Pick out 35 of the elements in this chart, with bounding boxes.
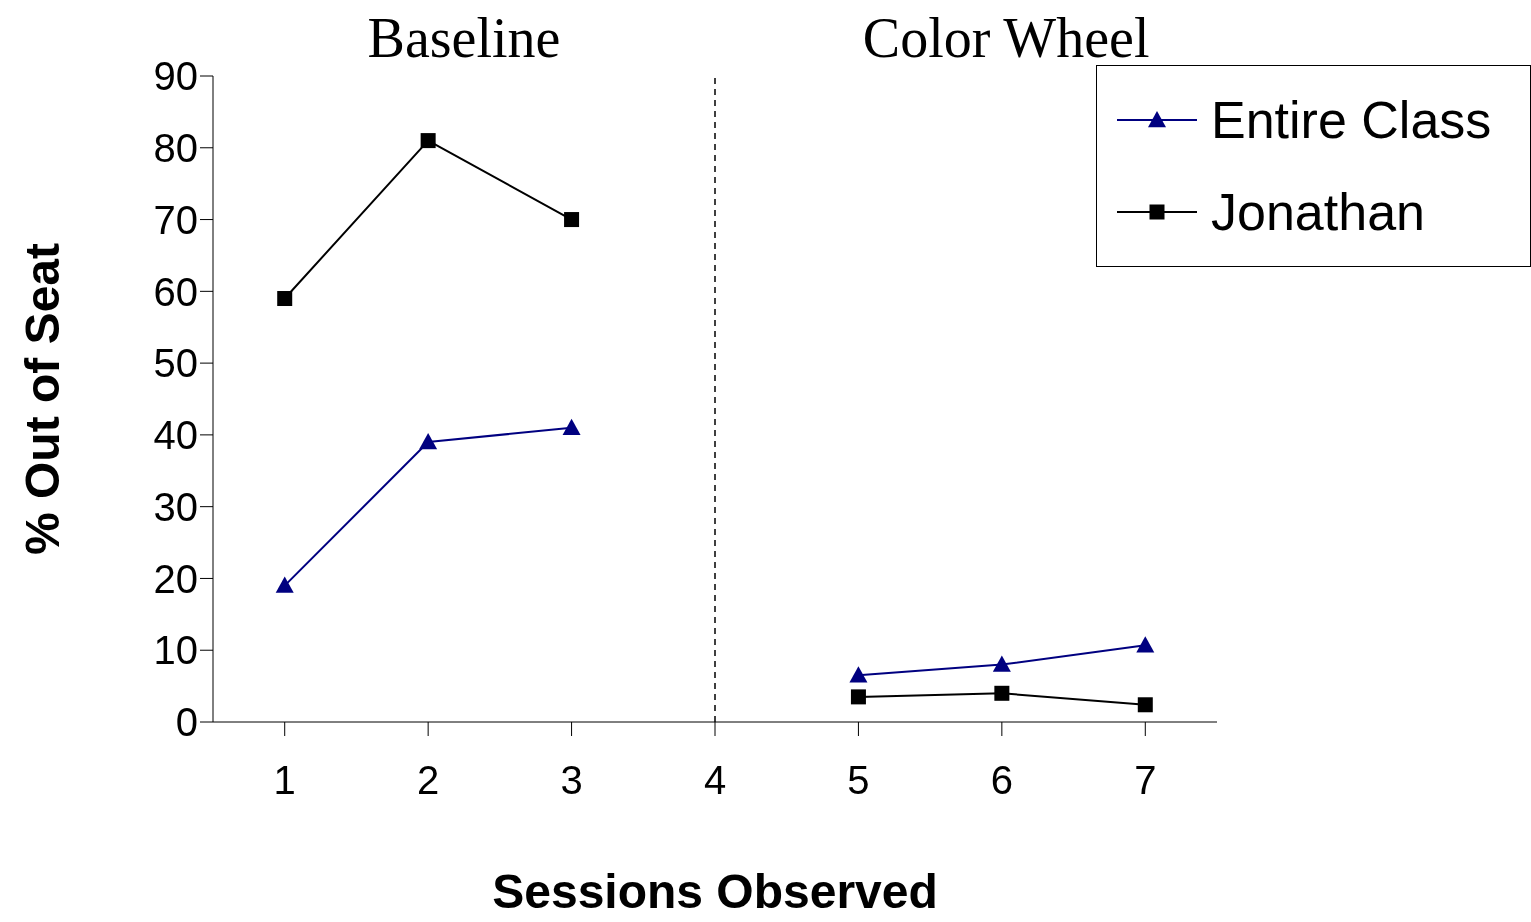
x-tick-label: 7 bbox=[1134, 758, 1157, 803]
x-tick-label: 5 bbox=[847, 758, 870, 803]
text: Color Wheel bbox=[861, 6, 1151, 71]
point bbox=[564, 212, 580, 228]
x-tick-label: 2 bbox=[417, 758, 440, 803]
y-axis-title: % Out of Seat bbox=[16, 242, 70, 556]
x-tick-label: 4 bbox=[703, 758, 727, 803]
point bbox=[1136, 636, 1155, 653]
point bbox=[992, 655, 1011, 672]
legend-label: Entire Class bbox=[1211, 90, 1492, 150]
point bbox=[850, 689, 866, 705]
y-tick-label: 20 bbox=[153, 556, 198, 601]
y-tick-label: 50 bbox=[153, 341, 198, 386]
y-tick-label: 30 bbox=[153, 484, 198, 529]
point bbox=[994, 685, 1010, 701]
x-tick-label: 6 bbox=[990, 758, 1013, 803]
y-tick-label: 0 bbox=[175, 700, 198, 745]
y-tick-label: 90 bbox=[153, 54, 198, 99]
y-tick-label: 80 bbox=[153, 125, 198, 170]
point bbox=[275, 576, 294, 593]
y-tick-label: 10 bbox=[153, 628, 198, 673]
legend-label: Jonathan bbox=[1211, 182, 1425, 242]
point bbox=[1137, 697, 1153, 713]
x-tick-label: 3 bbox=[560, 758, 583, 803]
y-tick-label: 60 bbox=[153, 269, 198, 314]
x-axis-title: Sessions Observed bbox=[492, 865, 938, 918]
point bbox=[420, 133, 436, 149]
y-tick-label: 70 bbox=[153, 197, 198, 242]
point bbox=[849, 666, 868, 683]
y-tick-label: 40 bbox=[153, 413, 198, 458]
point bbox=[562, 418, 581, 435]
point bbox=[419, 433, 438, 450]
point bbox=[277, 291, 293, 307]
x-tick-label: 1 bbox=[273, 758, 296, 803]
text: Baseline bbox=[366, 6, 562, 71]
